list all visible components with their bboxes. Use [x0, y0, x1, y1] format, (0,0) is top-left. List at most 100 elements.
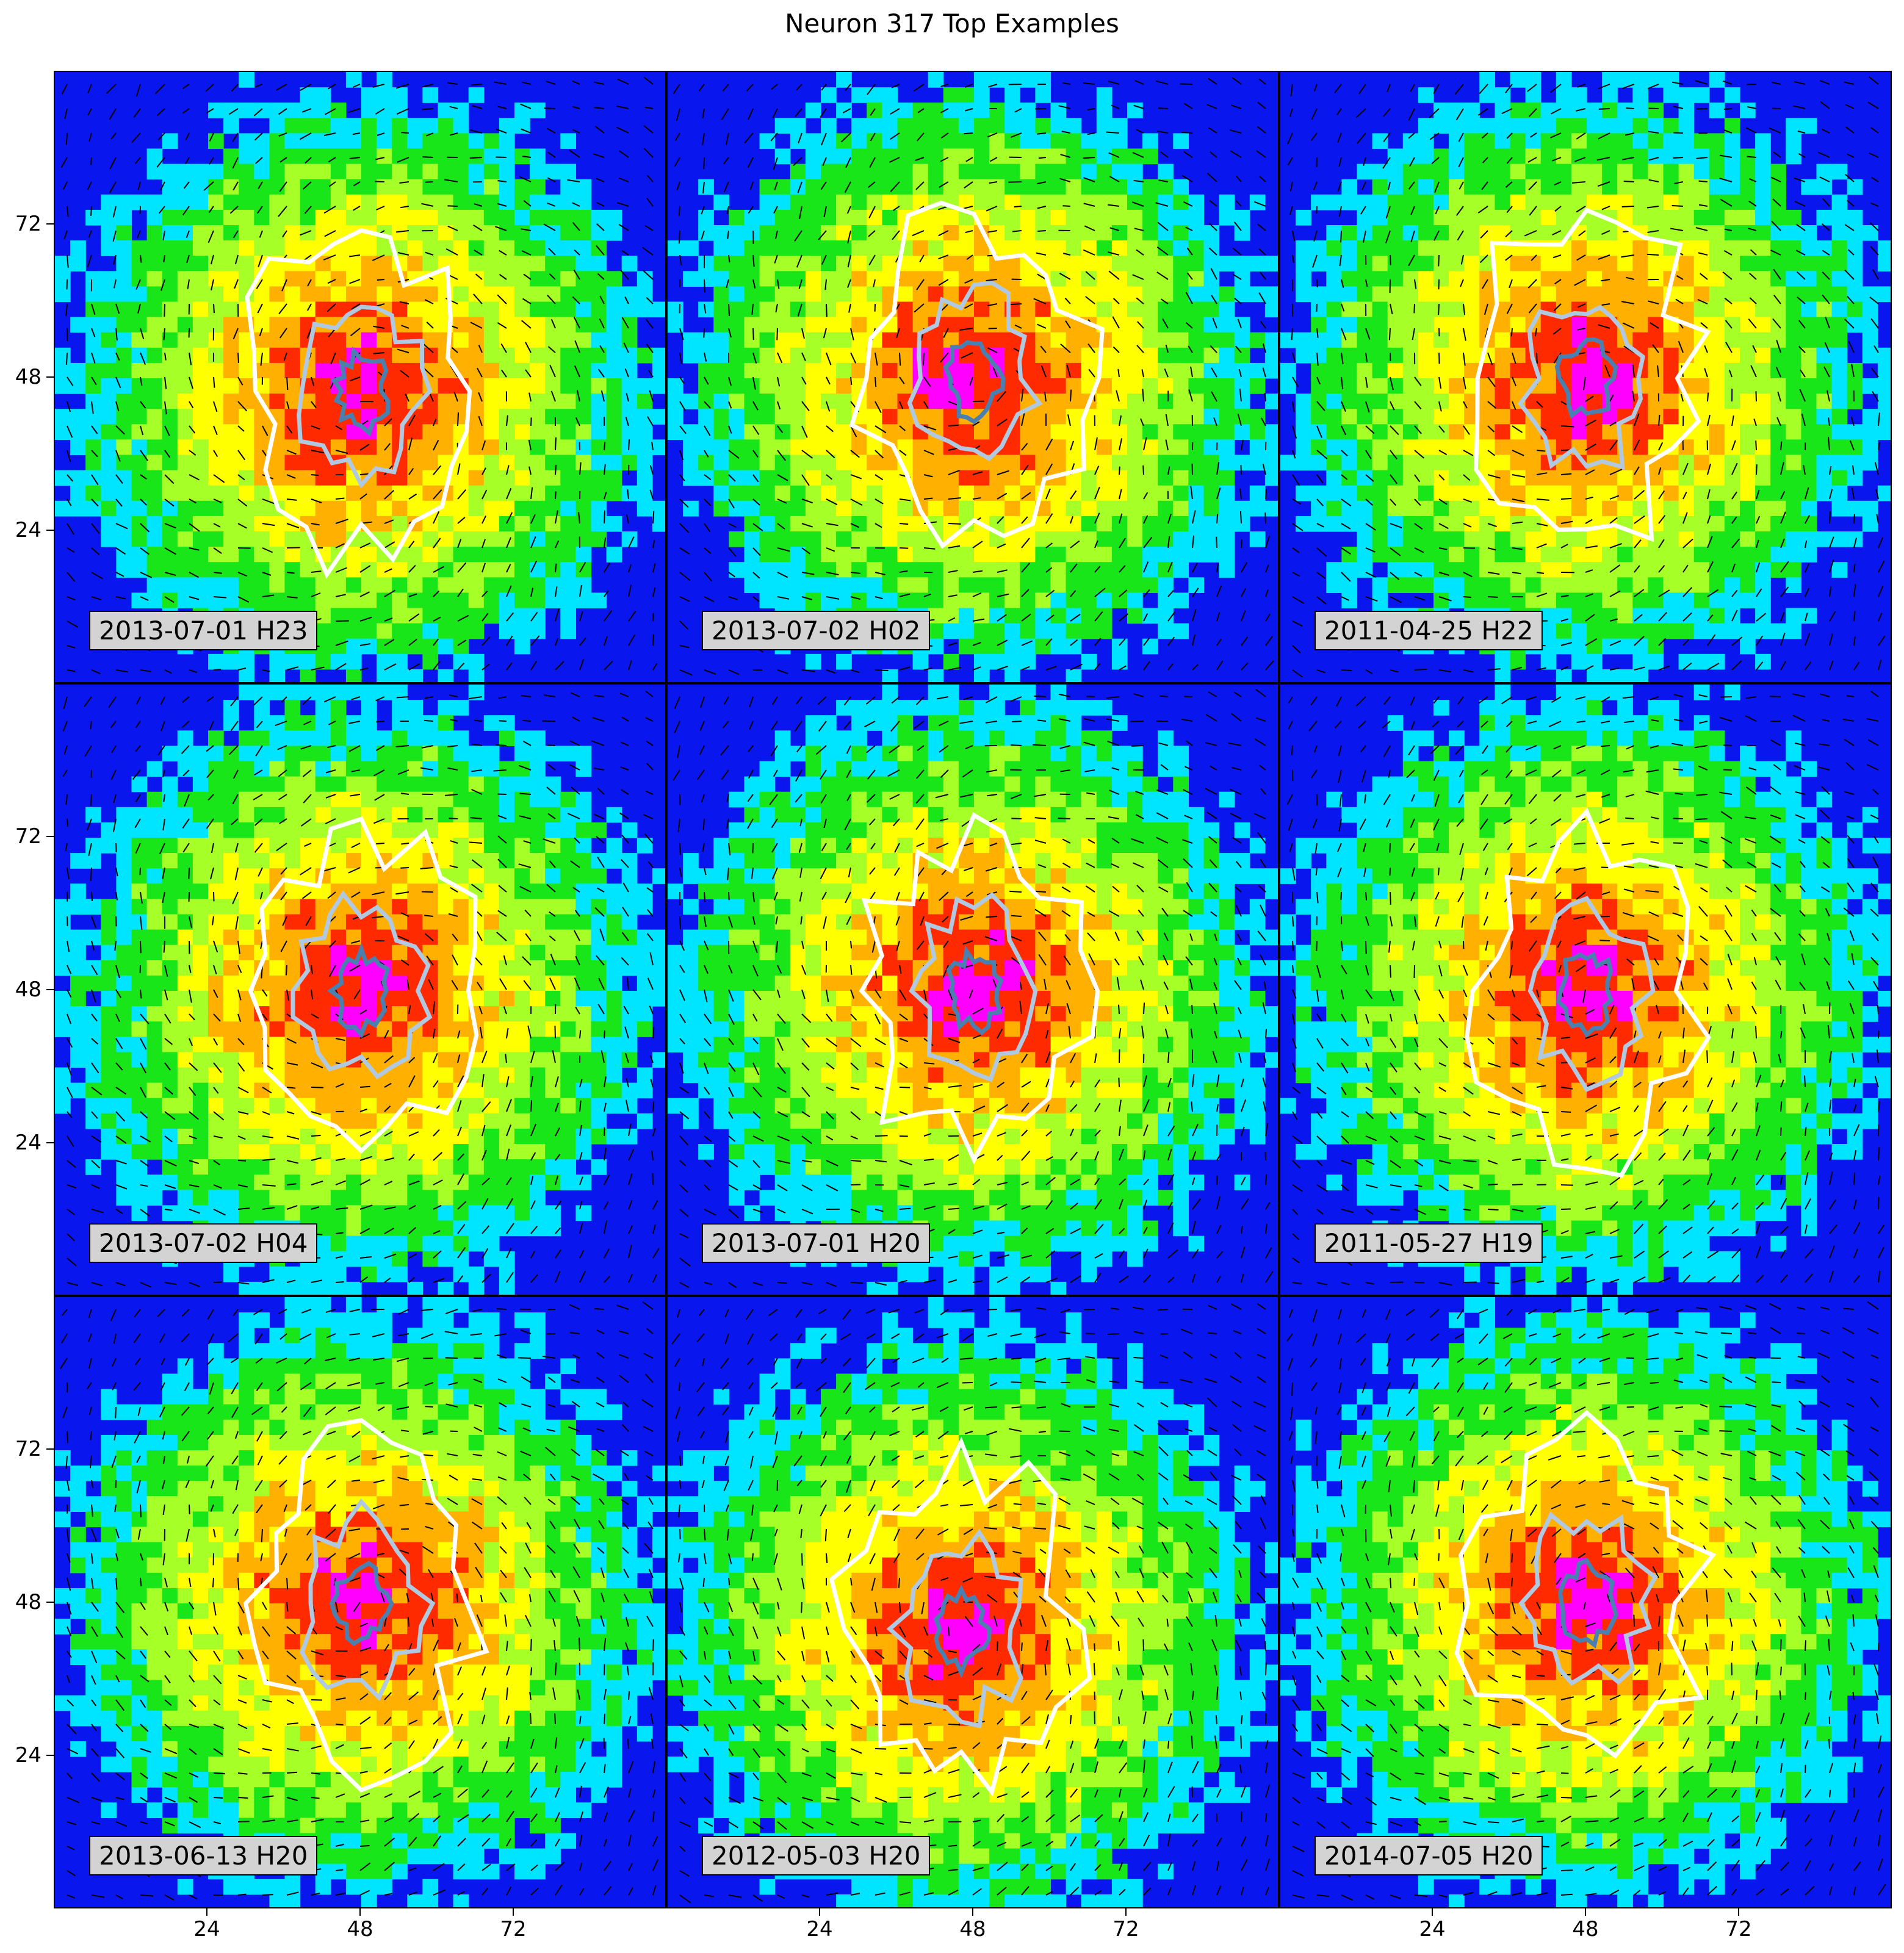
wind-arrow [457, 539, 462, 548]
heat-cell [1786, 424, 1801, 440]
heat-cell [1587, 179, 1603, 195]
wind-arrow [189, 572, 199, 578]
wind-arrow [1206, 104, 1217, 109]
heat-cell [300, 286, 316, 303]
heat-cell [284, 209, 301, 226]
heat-cell [1709, 194, 1725, 210]
heat-cell [560, 317, 576, 333]
heat-cell [759, 485, 776, 502]
heat-cell [499, 286, 515, 303]
heat-cell [1433, 531, 1449, 547]
heat-cell [223, 592, 239, 609]
wind-arrow [826, 547, 835, 552]
heat-cell [1556, 500, 1572, 517]
wind-arrow [474, 250, 483, 256]
heat-cell [453, 516, 469, 532]
heat-cell [591, 347, 607, 364]
heat-cell [744, 256, 760, 272]
heat-cell [1050, 179, 1067, 195]
heat-cell [912, 301, 929, 318]
wind-arrow [325, 108, 336, 115]
heat-cell [1188, 531, 1205, 547]
wind-arrow [626, 514, 629, 524]
heat-cell [1740, 301, 1756, 318]
wind-arrow [576, 390, 580, 402]
wind-arrow [67, 474, 74, 482]
heat-cell [974, 547, 990, 563]
wind-arrow [752, 425, 760, 435]
heat-cell [1847, 179, 1863, 195]
heat-cell [1479, 592, 1495, 609]
heat-cell [1004, 669, 1020, 682]
wind-arrow [1158, 107, 1169, 109]
wind-arrow [1408, 132, 1415, 139]
heat-cell [989, 225, 1005, 241]
wind-arrow [353, 84, 361, 88]
heat-cell [851, 240, 867, 256]
heat-cell [713, 194, 729, 210]
heat-cell [1786, 301, 1801, 318]
heat-cell [836, 485, 852, 502]
wind-arrow [286, 666, 299, 671]
heat-cell [1158, 439, 1174, 456]
heat-cell [530, 256, 546, 272]
heat-cell [1020, 547, 1036, 563]
wind-arrow [1190, 366, 1193, 378]
heat-cell [1081, 577, 1097, 593]
wind-arrow [1021, 464, 1029, 475]
heat-cell [1786, 332, 1801, 348]
heat-cell [1158, 608, 1174, 624]
heat-cell [1663, 87, 1679, 103]
wind-arrow [88, 230, 92, 238]
heat-cell [1770, 286, 1786, 303]
wind-arrow [1211, 391, 1217, 402]
heat-cell [223, 653, 239, 670]
heat-cell [55, 271, 71, 287]
wind-arrow [1062, 82, 1071, 85]
heat-cell [438, 133, 454, 149]
heat-cell [1020, 194, 1036, 210]
wind-arrow [115, 303, 120, 314]
heat-cell [468, 577, 485, 593]
wind-arrow [579, 584, 582, 597]
wind-arrow [548, 248, 556, 256]
heat-cell [530, 179, 546, 195]
subplot-panel: 2013-07-01 H23 [54, 71, 666, 683]
wind-arrow [1552, 157, 1562, 162]
wind-arrow [818, 230, 827, 240]
heat-cell [1693, 133, 1710, 149]
heat-cell [1219, 562, 1235, 578]
heat-cell [269, 103, 286, 118]
heat-cell [545, 286, 561, 303]
wind-arrow [323, 206, 336, 214]
wind-arrow [1094, 611, 1103, 622]
heat-cell [1525, 271, 1542, 287]
heat-cell [836, 164, 852, 180]
wind-arrow [1695, 80, 1708, 85]
heat-cell [162, 378, 178, 394]
wind-arrow [579, 562, 586, 573]
heat-cell [1556, 669, 1572, 682]
wind-arrow [1188, 345, 1193, 353]
heat-cell [1632, 286, 1648, 303]
heat-cell [208, 362, 224, 379]
heat-cell [1020, 439, 1036, 456]
heat-cell [805, 485, 821, 502]
heat-cell [1693, 378, 1710, 394]
heat-cell [1510, 118, 1526, 134]
heat-cell [1740, 424, 1756, 440]
heat-cell [821, 332, 837, 348]
wind-arrow [701, 206, 705, 215]
heat-cell [1617, 592, 1633, 609]
heat-cell [1035, 531, 1051, 547]
heat-cell [1050, 317, 1067, 333]
wind-arrow [596, 223, 605, 231]
heat-cell [867, 485, 882, 502]
heat-cell [958, 133, 975, 149]
heat-cell [744, 455, 760, 471]
wind-arrow [481, 467, 486, 475]
heat-cell [1816, 332, 1833, 348]
wind-arrow [679, 645, 690, 649]
heat-cell [928, 240, 944, 256]
wind-arrow [423, 343, 434, 353]
